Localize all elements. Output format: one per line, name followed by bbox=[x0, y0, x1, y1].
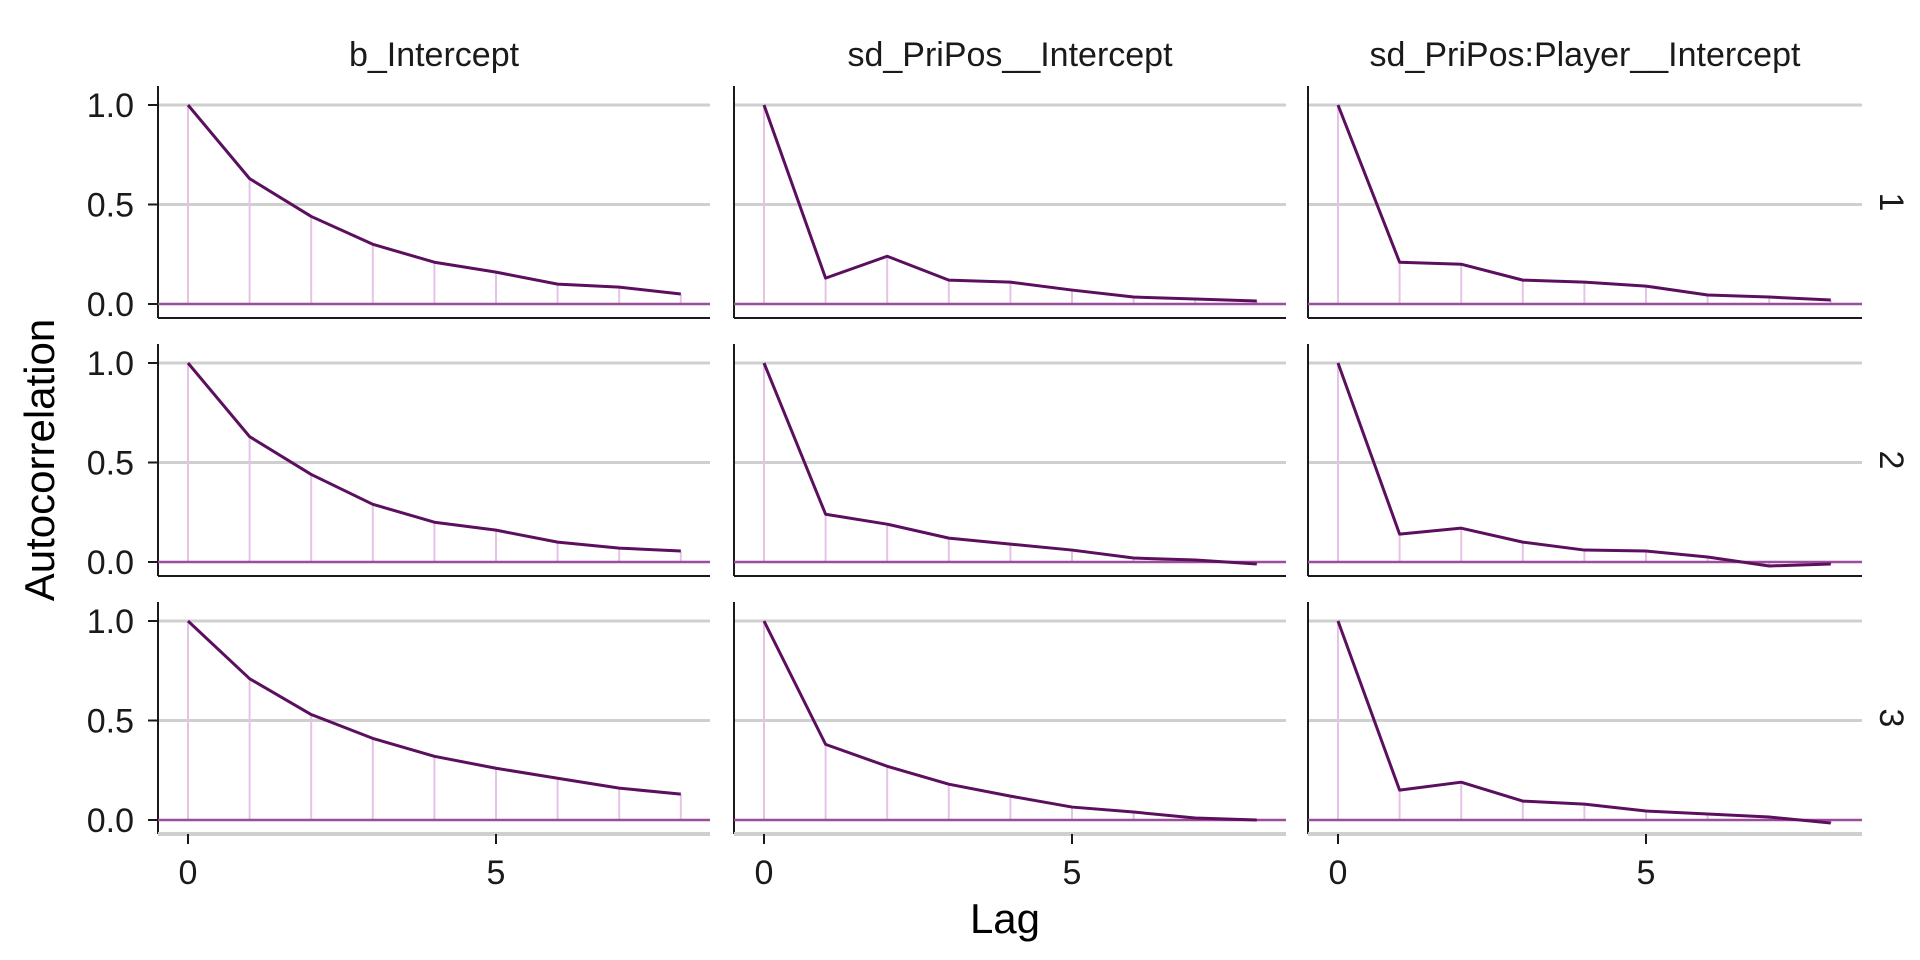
facet-panel bbox=[733, 86, 1286, 319]
acf-line bbox=[1336, 620, 1831, 825]
x-axis-title: Lag bbox=[970, 895, 1040, 942]
facet-panel bbox=[1307, 344, 1862, 577]
acf-line bbox=[1336, 104, 1831, 302]
y-tick-label: 1.0 bbox=[87, 87, 134, 125]
y-tick-label: 0.5 bbox=[87, 187, 134, 225]
y-tick-label: 0.0 bbox=[87, 544, 134, 582]
y-tick-label: 0.5 bbox=[87, 445, 134, 483]
x-tick-label: 5 bbox=[487, 854, 506, 892]
facet-column-label: b_Intercept bbox=[349, 36, 520, 74]
y-tick-label: 1.0 bbox=[87, 603, 134, 641]
facet-panel bbox=[733, 344, 1286, 577]
facet-panel: 0.0 0.5 1.0 bbox=[87, 86, 710, 324]
facet-row-label: 3 bbox=[1872, 709, 1910, 728]
x-tick-label: 0 bbox=[755, 854, 774, 892]
acf-line bbox=[1336, 362, 1831, 568]
x-tick-label: 5 bbox=[1637, 854, 1656, 892]
acf-line bbox=[186, 619, 681, 796]
y-tick-label: 0.0 bbox=[87, 286, 134, 324]
facet-column-label: sd_PriPos:Player__Intercept bbox=[1370, 36, 1801, 74]
facet-row-label: 1 bbox=[1872, 193, 1910, 212]
y-tick-label: 0.0 bbox=[87, 802, 134, 840]
facet-panel: 0.0 0.5 1.0 0 5 bbox=[87, 602, 710, 892]
x-tick-label: 0 bbox=[179, 854, 198, 892]
acf-line bbox=[762, 620, 1257, 822]
x-tick-label: 0 bbox=[1329, 854, 1348, 892]
facet-panel bbox=[1307, 86, 1862, 319]
y-axis-title: Autocorrelation bbox=[16, 319, 63, 602]
acf-line bbox=[186, 362, 681, 553]
facet-row-label: 2 bbox=[1872, 451, 1910, 470]
facet-column-label: sd_PriPos__Intercept bbox=[847, 36, 1173, 74]
x-tick-label: 5 bbox=[1063, 854, 1082, 892]
facet-panel: 0.0 0.5 1.0 bbox=[87, 344, 710, 582]
acf-line bbox=[186, 104, 681, 296]
acf-line bbox=[762, 362, 1257, 566]
acf-line bbox=[762, 104, 1257, 303]
y-tick-label: 1.0 bbox=[87, 345, 134, 383]
facet-panels: b_Intercept sd_PriPos__Intercept sd_PriPos… bbox=[87, 36, 1910, 892]
y-tick-label: 0.5 bbox=[87, 703, 134, 741]
